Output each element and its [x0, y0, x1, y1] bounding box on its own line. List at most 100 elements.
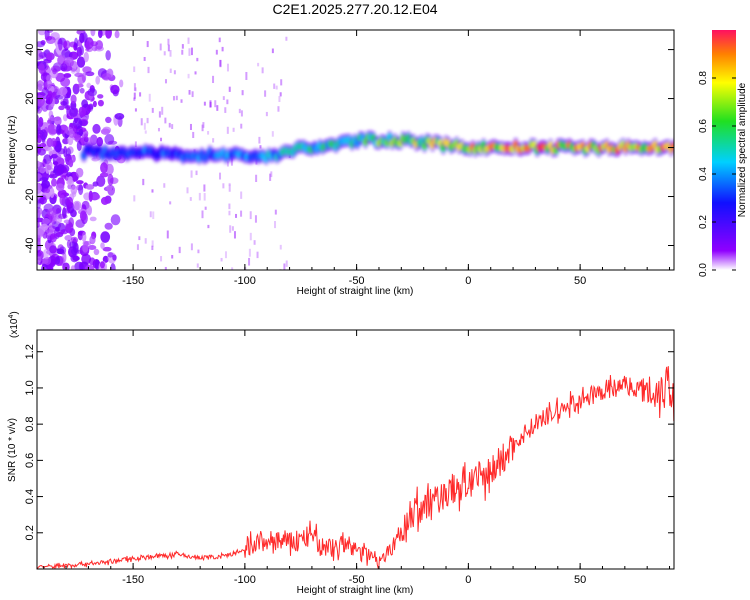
heatmap-noise-cell [63, 146, 68, 158]
heatmap-speckle-cell [249, 211, 252, 220]
heatmap-noise-cell [83, 133, 88, 140]
heatmap-noise-cell [37, 94, 45, 107]
heatmap-noise-cell [76, 140, 82, 152]
heatmap-noise-cell [57, 189, 67, 199]
heatmap-noise-cell [38, 167, 44, 173]
heatmap-noise-cell [38, 196, 47, 205]
snr-axes: -150 -100 -50 0 50 0.2 0.4 0.6 0.8 1.0 1.2 [24, 330, 674, 586]
heatmap-speckle-cell [283, 263, 286, 270]
heatmap-noise-cell [77, 230, 84, 241]
heatmap-speckle-cell [188, 48, 191, 56]
heatmap-speckle-cell [144, 130, 147, 134]
heatmap-noise-cell [50, 65, 61, 73]
heatmap-noise-cell [48, 146, 53, 156]
heatmap-noise-cell [55, 226, 60, 232]
heatmap-speckle-cell [240, 123, 243, 129]
heatmap-speckle-cell [249, 232, 252, 241]
heatmap-noise-cell [50, 170, 55, 178]
y-tick-label: -40 [24, 238, 36, 254]
heatmap-noise-cell [47, 208, 57, 217]
heatmap-noise-cell [51, 178, 58, 187]
heatmap-speckle-cell [226, 126, 229, 134]
heatmap-noise-cell [92, 123, 101, 134]
colorbar-tick-label: 0.2 [698, 215, 709, 229]
heatmap-noise-cell [49, 187, 55, 199]
heatmap-speckle-cell [279, 92, 282, 97]
heatmap-noise-cell [41, 263, 49, 270]
heatmap-speckle-cell [270, 171, 273, 178]
heatmap-speckle-cell [149, 211, 152, 218]
heatmap-noise-cell [58, 213, 68, 220]
heatmap-noise-cell [81, 99, 88, 109]
heatmap-speckle-cell [191, 91, 194, 98]
heatmap-speckle-cell [171, 254, 174, 259]
heatmap-noise-cell [105, 116, 112, 124]
heatmap-speckle-cell [269, 173, 272, 181]
heatmap-noise-cell [102, 126, 112, 134]
heatmap-speckle-cell [189, 123, 192, 131]
heatmap-noise-cell [79, 32, 85, 44]
heatmap-noise-cell [88, 257, 96, 266]
heatmap-speckle-cell [274, 221, 277, 229]
heatmap-noise-cell [69, 107, 78, 117]
heatmap-speckle-cell [134, 87, 137, 92]
heatmap-noise-cell [58, 38, 63, 51]
heatmap-noise-cell [37, 160, 41, 168]
heatmap-speckle-cell [133, 66, 136, 73]
heatmap-speckle-cell [209, 100, 212, 108]
heatmap-noise-cell [86, 82, 92, 89]
heatmap-speckle-cell [248, 257, 251, 266]
heatmap-noise-cell [37, 30, 46, 36]
heatmap-noise-cell [90, 193, 101, 201]
heatmap-noise-cell [37, 221, 40, 228]
heatmap-speckle-cell [157, 127, 160, 132]
heatmap-noise-cell [89, 216, 97, 222]
heatmap-noise-cell [45, 52, 55, 61]
heatmap-noise-cell [89, 235, 96, 245]
heatmap-noise-cell [56, 164, 62, 177]
heatmap-noise-cell [82, 243, 89, 253]
heatmap-noise-cell [52, 161, 59, 166]
y-tick-label: 0.4 [24, 489, 36, 504]
heatmap-speckle-cell [133, 92, 136, 99]
heatmap-noise-cell [68, 159, 74, 168]
heatmap-noise-cell [110, 263, 116, 270]
heatmap-noise-cell [76, 180, 84, 185]
heatmap-speckle-cell [196, 57, 199, 62]
heatmap-speckle-cell [159, 43, 162, 51]
heatmap-speckle-cell [238, 108, 241, 114]
heatmap-noise-cell [77, 74, 86, 85]
heatmap-noise-cell [76, 83, 84, 88]
heatmap-noise-cell [107, 173, 114, 186]
heatmap-speckle-cell [265, 111, 268, 117]
heatmap-speckle-cell [173, 70, 176, 75]
spectrogram-xlabel: Height of straight line (km) [297, 286, 414, 297]
heatmap-noise-cell [107, 140, 118, 145]
heatmap-speckle-cell [255, 174, 258, 182]
heatmap-speckle-cell [214, 100, 217, 108]
heatmap-speckle-cell [233, 231, 236, 239]
y-tick-label: 0.6 [24, 453, 36, 468]
heatmap-noise-cell [73, 37, 79, 49]
heatmap-speckle-cell [161, 106, 164, 115]
x-tick-label: -100 [234, 275, 256, 287]
heatmap-noise-cell [37, 83, 43, 91]
heatmap-noise-cell [68, 130, 75, 138]
heatmap-speckle-cell [231, 267, 234, 270]
y-tick-label: -20 [24, 189, 36, 205]
x-tick-label: -100 [234, 574, 256, 586]
heatmap-speckle-cell [273, 83, 276, 89]
heatmap-speckle-cell [230, 158, 233, 166]
heatmap-noise-cell [99, 261, 105, 269]
heatmap-speckle-cell [169, 50, 172, 57]
heatmap-speckle-cell [256, 251, 259, 259]
heatmap-noise-cell [51, 154, 58, 159]
heatmap-speckle-cell [231, 226, 234, 231]
heatmap-noise-cell [76, 56, 86, 68]
heatmap-speckle-cell [140, 118, 143, 126]
y-tick-label: 0.8 [24, 417, 36, 432]
heatmap-noise-cell [85, 184, 95, 190]
heatmap-noise-cell [78, 128, 83, 136]
heatmap-noise-cell [70, 247, 80, 256]
heatmap-noise-cell [47, 90, 53, 98]
